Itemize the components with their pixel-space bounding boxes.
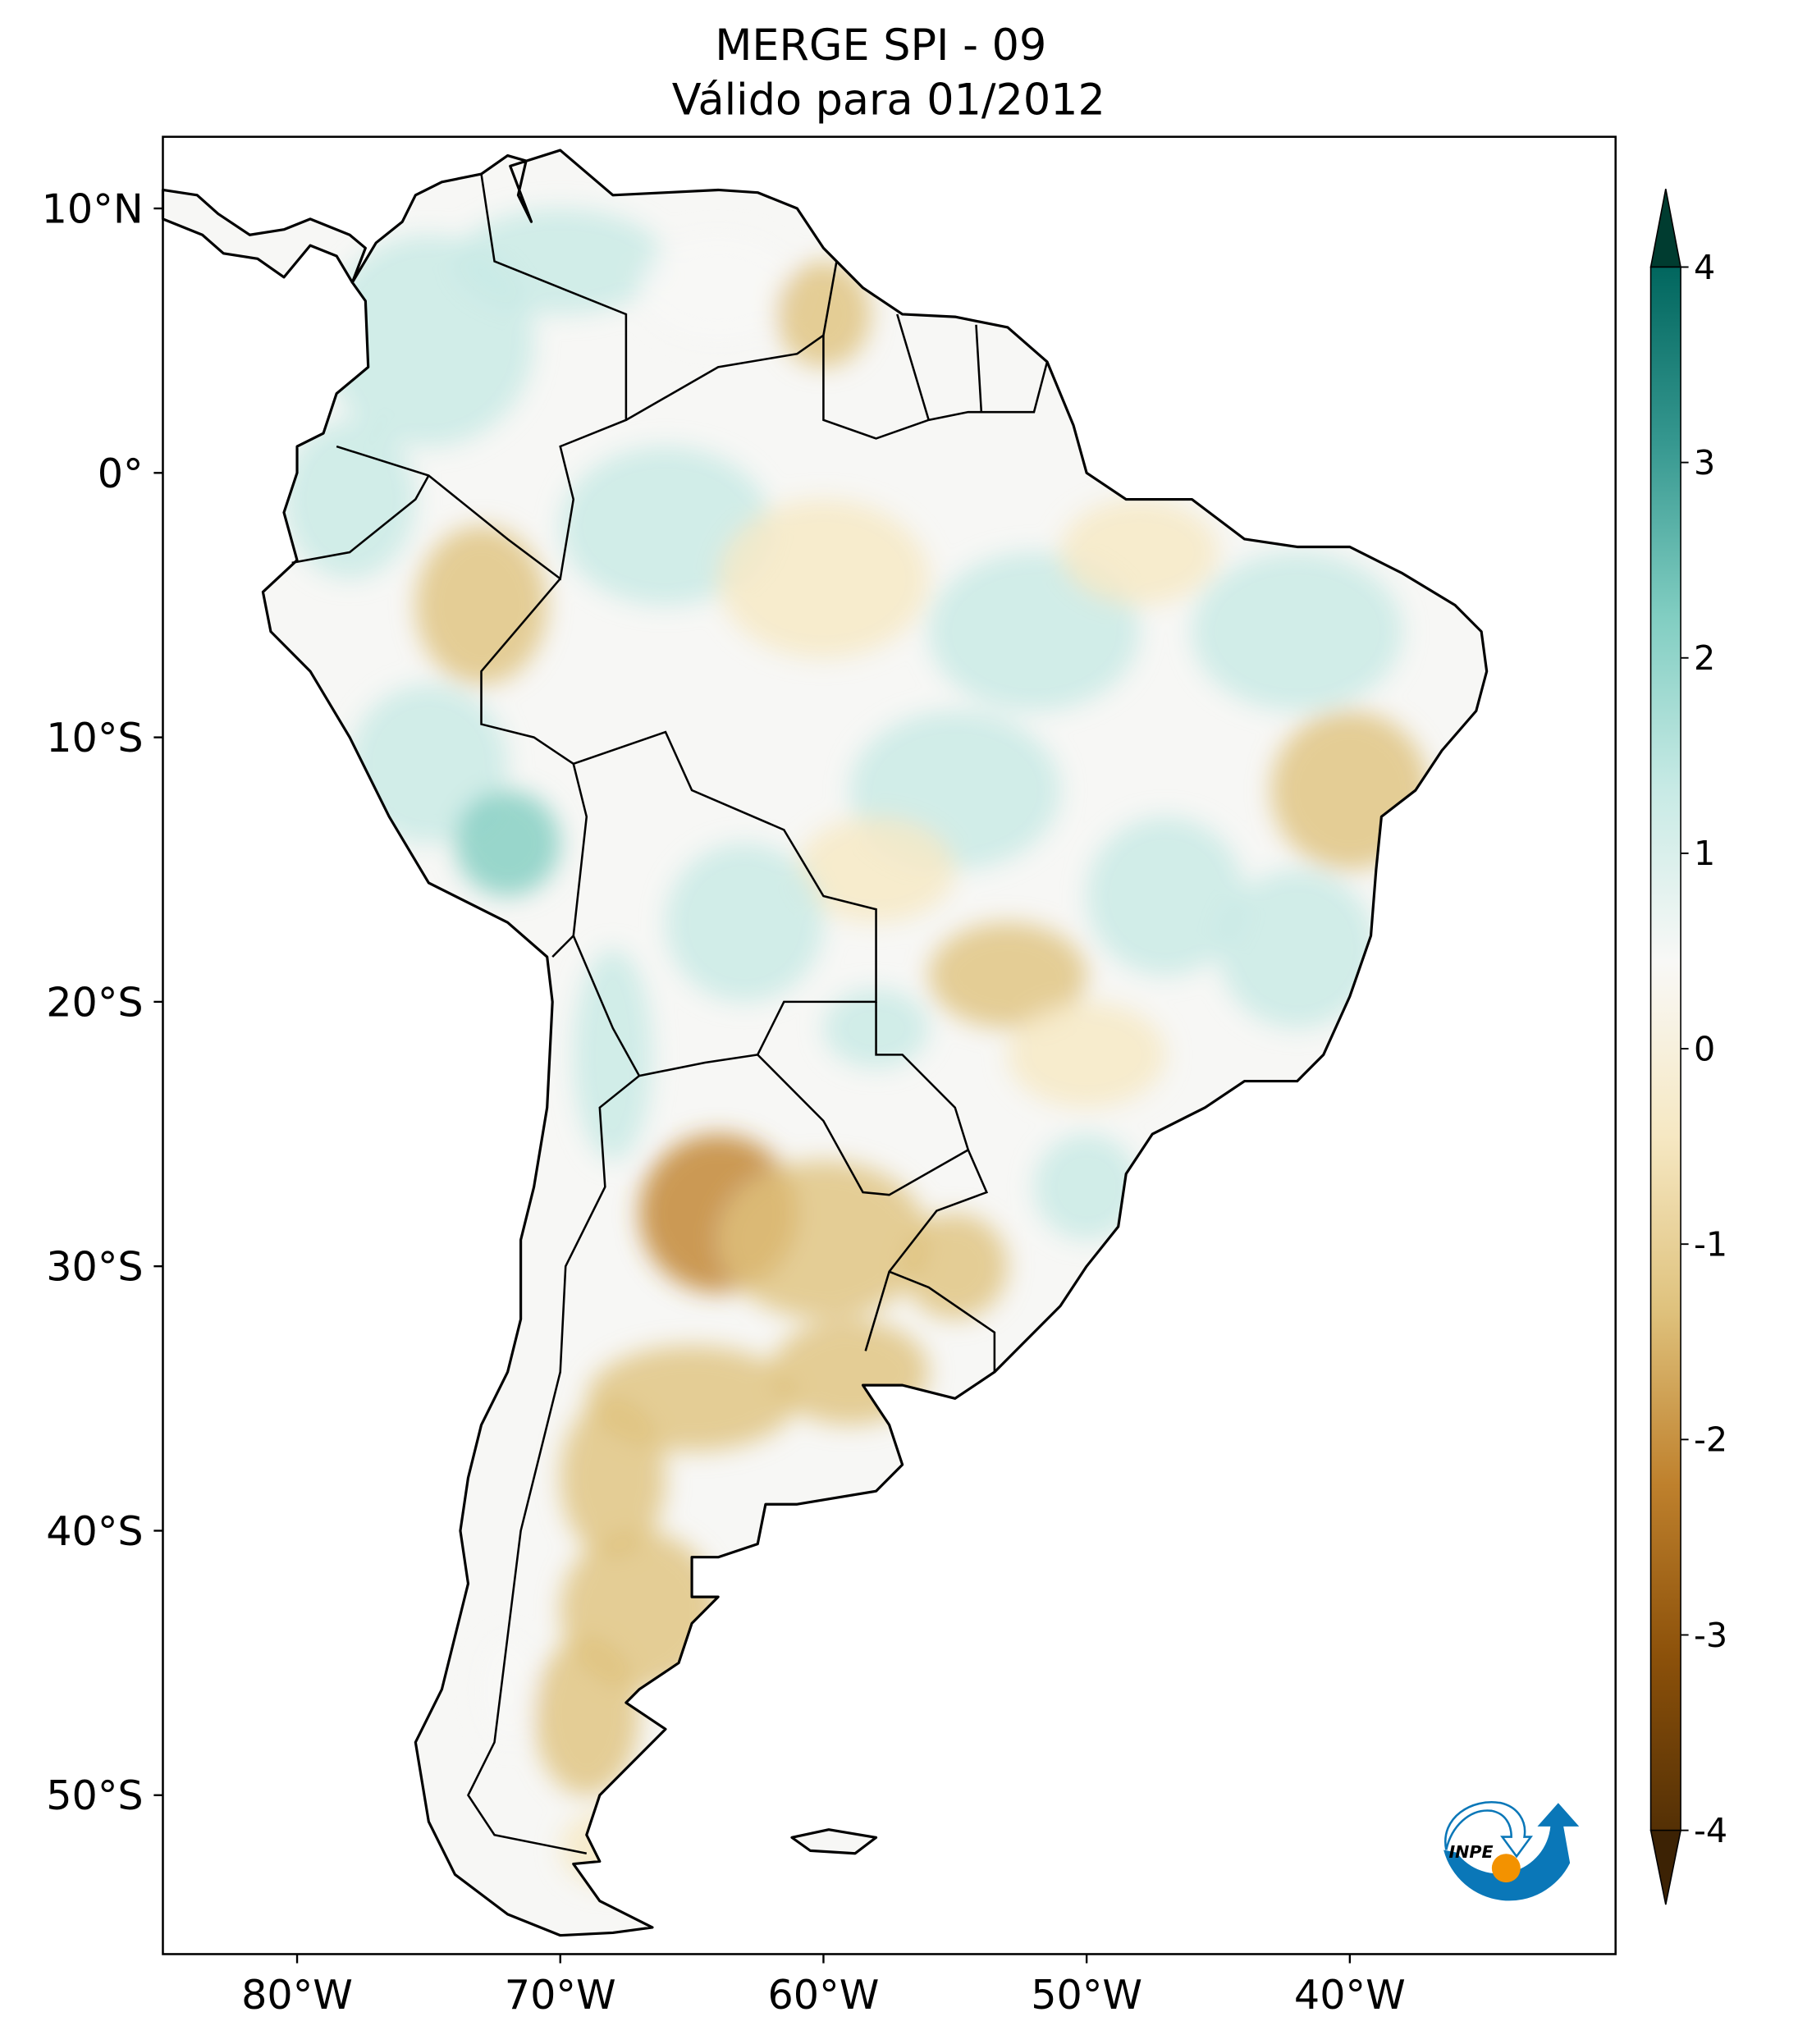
colorbar-tick-label: 1 [1694,834,1715,873]
colorbar-ticks: 4 3 2 1 0 -1 -2 -3 -4 [1681,248,1727,1850]
spi-anomaly-patch [1087,816,1245,976]
lat-tick-label: 20°S [46,978,143,1026]
spi-anomaly-patch [797,816,955,923]
spi-anomaly-patch [284,419,416,579]
country-border [573,730,877,1077]
country-border [889,1270,996,1373]
logo-swoosh [1443,1803,1580,1901]
country-border [896,313,930,421]
title-line-2: Válido para 01/2012 [672,75,1105,126]
lat-tick-label: 10°N [42,185,144,232]
title-line-1: MERGE SPI - 09 [715,21,1046,71]
lon-tick-label: 40°W [1294,1971,1406,2019]
colorbar-tick-label: 0 [1694,1029,1715,1068]
spi-anomaly-patch [455,790,560,896]
colorbar-extend-max [1649,189,1682,268]
spi-anomaly-patch [481,1636,534,1743]
lat-tick-label: 0° [98,450,144,497]
colorbar-tick-label: -4 [1694,1811,1727,1850]
lat-tick-label: 30°S [46,1243,143,1291]
spi-anomaly-patch [1034,1134,1140,1240]
country-border [336,173,628,581]
country-borders [291,173,1049,1854]
spi-anomaly-patch [718,499,929,658]
lat-tick-label: 50°S [46,1772,143,1819]
colorbar-tick-label: 3 [1694,443,1715,482]
colorbar-body [1649,266,1681,1831]
spi-anomaly-patch [533,1636,639,1795]
spi-anomaly-patch [350,684,508,844]
colorbar-tick-label: -1 [1694,1224,1727,1264]
spi-anomaly-patch [560,1398,666,1557]
coastlines [161,149,1489,1937]
lon-tick-label: 50°W [1031,1971,1142,2019]
falkland-islands-coastline [790,1828,878,1855]
central-america-coastline [161,188,367,284]
spi-anomaly-patch [638,235,798,341]
lat-tick-label: 40°S [46,1507,143,1555]
spi-anomaly-patch [573,949,652,1161]
spi-anomaly-patch [928,551,1140,711]
spi-anomaly-patch [415,525,547,685]
country-border [480,578,588,958]
logo-text: INPE [1448,1842,1493,1862]
country-border [975,324,983,413]
lat-tick-label: 10°S [46,714,143,761]
inpe-logo: INPE [1443,1801,1580,1901]
colorbar-extend-min [1649,1829,1682,1905]
colorbar-tick-label: -3 [1694,1616,1727,1655]
spi-anomaly-patch [560,446,771,606]
lon-tick-label: 80°W [241,1971,353,2019]
colorbar-tick-label: 2 [1694,638,1715,678]
country-border [822,335,1049,440]
map-frame [162,135,1617,1955]
spi-anomaly-patch [1192,551,1402,711]
country-border [467,935,641,1854]
longitude-ticks: 80°W 70°W 60°W 50°W 40°W [241,1954,1406,2019]
country-border [757,1001,970,1196]
spi-anomaly-patch [1218,869,1376,1029]
spi-anomaly-patch [666,843,824,1002]
country-border [625,261,838,421]
map-area: 10°N 0° 10°S 20°S 30°S 40°S 50°S 80°W 70°W 60°W 5… [42,135,1617,2019]
colorbar-tick-label: 4 [1694,248,1715,287]
spi-anomaly-patch [902,1213,1008,1319]
country-border [864,1149,989,1351]
lon-tick-label: 60°W [768,1971,880,2019]
spi-anomaly-patch [775,261,872,368]
colorbar-tick-label: -2 [1694,1420,1727,1460]
spi-anomaly-patch [718,1160,929,1319]
colorbar: 4 3 2 1 0 -1 -2 -3 -4 [1649,189,1727,1905]
country-border [291,474,430,565]
lon-tick-label: 70°W [505,1971,616,2019]
logo-arrow [1444,1801,1534,1859]
south-america-coastline [261,149,1489,1937]
spi-anomaly-patch [1060,499,1219,606]
spi-anomaly-patch [928,922,1087,1029]
latitude-ticks: 10°N 0° 10°S 20°S 30°S 40°S 50°S [42,185,163,1819]
spi-anomaly-patch [455,208,666,314]
spi-anomaly-patch [1007,1001,1166,1108]
logo-sun [1491,1854,1521,1883]
